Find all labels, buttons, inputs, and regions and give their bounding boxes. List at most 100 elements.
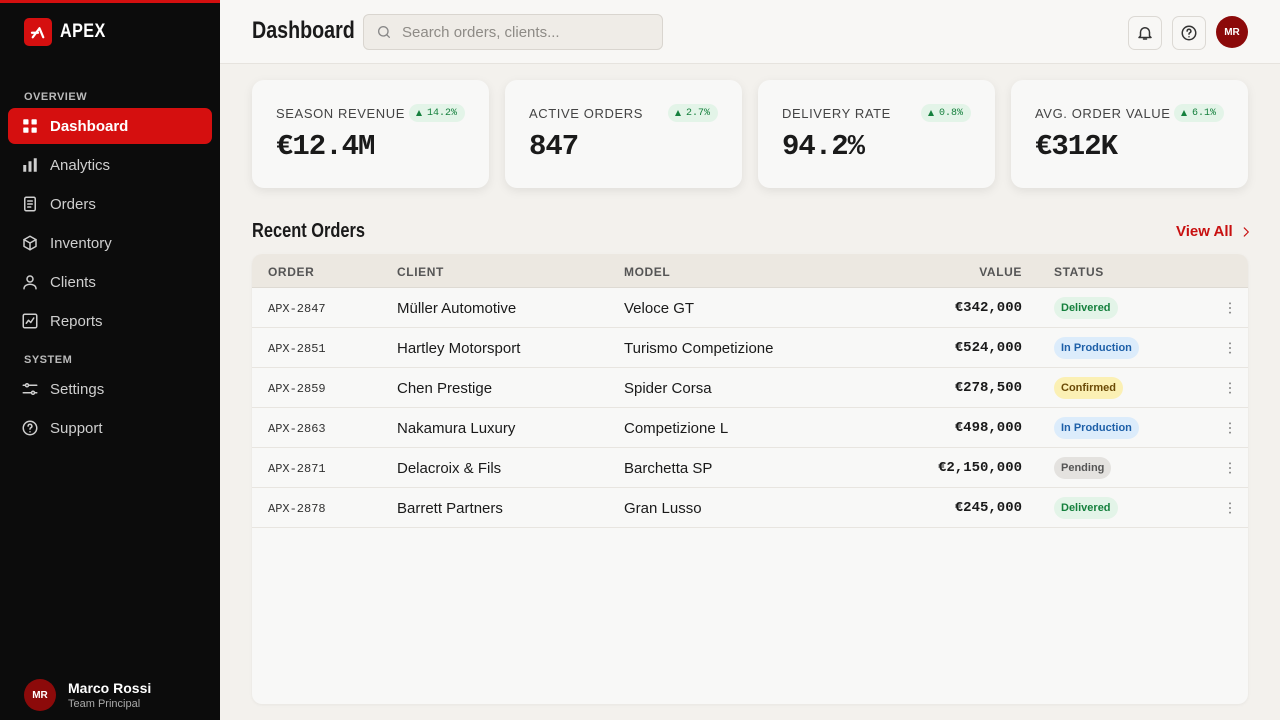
nav-item[interactable]: Orders [8,186,212,222]
more-icon [1222,460,1238,476]
column-header: ORDER [268,265,315,279]
column-header: CLIENT [397,265,444,279]
kpi-card: AVG. ORDER VALUE 6.1% €312K [1011,80,1248,188]
table-row[interactable]: APX-2863 Nakamura Luxury Competizione L €49… [252,408,1248,448]
cell-model: Gran Lusso [624,500,702,517]
search-placeholder: Search orders, clients... [402,23,560,41]
user[interactable]: MR Marco Rossi Team Principal [24,679,151,711]
cell-value: €342,000 [954,300,1022,316]
nav-icon [21,312,39,330]
column-header: MODEL [624,265,671,279]
help-icon [1180,24,1198,42]
view-all-link[interactable]: View All [1176,223,1253,240]
kpi-change-value: 0.8% [938,107,963,119]
kpi-card: SEASON REVENUE 14.2% €12.4M [252,80,489,188]
table-row[interactable]: APX-2878 Barrett Partners Gran Lusso €245,0… [252,488,1248,528]
status-pill: Pending [1054,457,1112,479]
row-menu[interactable] [1222,460,1238,476]
brand-name: APEX [60,21,106,42]
more-icon [1222,500,1238,516]
up-arrow [674,110,681,116]
nav-item[interactable]: Reports [8,303,212,339]
view-all-text: View All [1176,223,1233,240]
more-icon [1222,420,1238,436]
cell-value: €2,150,000 [937,460,1022,476]
nav-item[interactable]: Clients [8,264,212,300]
nav-item[interactable]: Dashboard [8,108,212,144]
nav-label: Orders [50,195,96,213]
row-menu[interactable] [1222,380,1238,396]
nav-item[interactable]: Inventory [8,225,212,261]
nav-icon [21,234,39,252]
nav-item[interactable]: Settings [8,371,212,407]
logo-icon [29,23,47,41]
column-header: STATUS [1054,265,1104,279]
nav-icon [21,419,39,437]
header-avatar[interactable]: MR [1216,16,1248,48]
section-title: OVERVIEW [24,91,88,103]
cell-order: APX-2863 [268,422,326,436]
cell-order: APX-2878 [268,502,326,516]
table-row[interactable]: APX-2851 Hartley Motorsport Turismo Compet… [252,328,1248,368]
row-menu[interactable] [1222,340,1238,356]
nav-item[interactable]: Analytics [8,147,212,183]
cell-model: Spider Corsa [624,380,712,397]
notifications-button[interactable] [1128,16,1162,50]
kpi-value: 847 [529,130,579,163]
cell-order: APX-2871 [268,462,326,476]
user-text: Marco Rossi Team Principal [68,680,151,710]
nav-label: Inventory [50,234,112,252]
kpi-label: SEASON REVENUE [276,106,406,121]
cell-client: Hartley Motorsport [397,340,521,357]
kpi-change-value: 6.1% [1191,107,1216,119]
page-title: Dashboard [252,17,355,44]
kpi-label: AVG. ORDER VALUE [1035,106,1171,121]
row-menu[interactable] [1222,300,1238,316]
status-pill: Confirmed [1054,377,1123,399]
search-box[interactable]: Search orders, clients... [363,14,663,50]
nav-label: Reports [50,312,103,330]
cell-client: Nakamura Luxury [397,420,516,437]
kpi-change-value: 14.2% [426,107,457,119]
user-name: Marco Rossi [68,680,152,696]
kpi-change-value: 2.7% [685,107,710,119]
column-header: VALUE [979,265,1022,279]
table-row[interactable]: APX-2871 Delacroix & Fils Barchetta SP €2,1… [252,448,1248,488]
kpi-card: ACTIVE ORDERS 2.7% 847 [505,80,742,188]
orders-table: ORDER CLIENT MODEL VALUE STATUS APX-2847 Mülle… [252,254,1248,704]
row-menu[interactable] [1222,420,1238,436]
more-icon [1222,380,1238,396]
nav-icon [21,117,39,135]
cell-client: Barrett Partners [397,500,503,517]
kpi-card: DELIVERY RATE 0.8% 94.2% [758,80,995,188]
status-pill: In Production [1054,417,1139,439]
sidebar: APEX OVERVIEW Dashboard Analytics Orders Inve… [0,0,220,720]
cell-client: Delacroix & Fils [397,460,502,477]
up-arrow [927,110,934,116]
cell-model: Barchetta SP [624,460,713,477]
nav-icon [21,380,39,398]
user-avatar: MR [24,679,56,711]
kpi-value: 94.2% [782,130,865,163]
brand: APEX [24,18,114,46]
row-menu[interactable] [1222,500,1238,516]
table-row[interactable]: APX-2859 Chen Prestige Spider Corsa €278,50… [252,368,1248,408]
more-icon [1222,340,1238,356]
cell-order: APX-2851 [268,342,326,356]
chevron [1239,225,1253,239]
cell-model: Turismo Competizione [624,340,774,357]
cell-value: €278,500 [954,380,1022,396]
status-pill: Delivered [1054,297,1118,319]
nav-item[interactable]: Support [8,410,212,446]
nav-label: Settings [50,380,105,398]
cell-value: €524,000 [954,340,1022,356]
help-button[interactable] [1172,16,1206,50]
cell-client: Müller Automotive [397,300,517,317]
table-row[interactable]: APX-2847 Müller Automotive Veloce GT €342,0… [252,288,1248,328]
bell-icon [1136,24,1154,42]
kpi-value: €312K [1035,130,1118,163]
cell-value: €245,000 [954,500,1022,516]
nav-icon [21,195,39,213]
